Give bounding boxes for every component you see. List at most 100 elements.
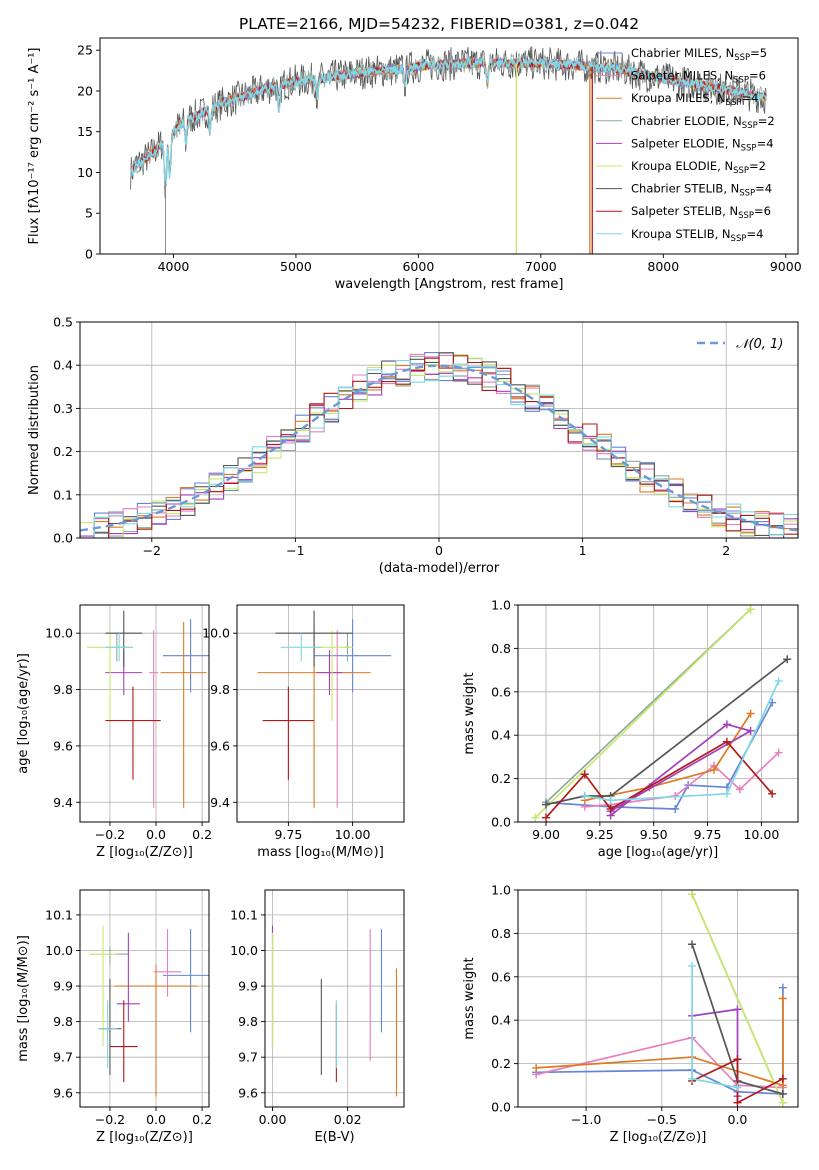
error-bar-point [153, 929, 182, 997]
x-tick-label: 9.25 [586, 827, 614, 842]
panel-spectrum: 4000 5000 6000 7000 8000 9000 0 5 10 15 20 25 wavele… [27, 37, 802, 292]
data-point-marker [531, 813, 540, 822]
error-bar-point [109, 1000, 138, 1083]
data-point-marker [778, 994, 787, 1003]
figure-title: PLATE=2166, MJD=54232, FIBERID=0381, z=0… [239, 15, 639, 33]
panel-mass-weight-vs-z: −1.0 −0.5 0.0 0.0 0.2 0.4 0.6 0.8 1.0 Z [log₁₀(Z/… [462, 883, 799, 1145]
data-point-marker [542, 800, 550, 809]
error-bar-point [149, 630, 159, 808]
data-point-marker [733, 1098, 742, 1107]
data-point-marker [722, 720, 731, 729]
x-tick-label: −0.2 [95, 827, 125, 842]
data-point-marker [778, 1098, 787, 1107]
mass-weight-series [691, 893, 784, 1104]
y-tick-label: 0.4 [491, 728, 511, 743]
y-tick-label: 10.0 [45, 943, 73, 958]
data-point-marker [606, 796, 615, 805]
x-tick-label: 0.2 [192, 1112, 212, 1127]
x-axis-label: mass [log₁₀(M/M⊙)] [257, 845, 384, 860]
y-tick-label: 0.8 [491, 926, 511, 941]
mass-weight-series [545, 658, 788, 806]
error-bar-point [105, 610, 143, 667]
plot-area [89, 925, 209, 1097]
y-tick-label: 0.0 [491, 815, 511, 830]
axes-frame [236, 604, 405, 823]
data-point-marker [532, 1063, 541, 1072]
y-tick-label: 0.2 [491, 1056, 511, 1071]
legend-label: 𝒩(0, 1) [736, 337, 783, 352]
y-tick-label: 9.4 [210, 795, 230, 810]
legend-label: Kroupa STELIB, NSSP=4 [631, 227, 763, 244]
axes-frame [79, 604, 210, 823]
x-tick-label: 0.02 [334, 1112, 362, 1127]
y-tick-label: 10.1 [230, 907, 258, 922]
axes-frame [517, 604, 799, 823]
x-tick-label: 10.00 [335, 827, 371, 842]
x-tick-label: −0.2 [95, 1112, 125, 1127]
x-axis-label: Z [log₁₀(Z/Z⊙)] [610, 1130, 707, 1145]
x-tick-label: 9.50 [640, 827, 668, 842]
data-point-marker [774, 676, 783, 685]
x-tick-label: 2 [722, 543, 730, 558]
data-point-marker [746, 709, 755, 718]
data-point-marker [778, 1089, 787, 1098]
error-bar-point [89, 925, 117, 1047]
legend-label: Chabrier STELIB, NSSP=4 [631, 182, 772, 199]
data-point-marker [778, 1074, 787, 1083]
legend: Chabrier MILES, NSSP=5 Salpeter MILES, NS… [596, 46, 775, 244]
data-point-marker [580, 791, 589, 800]
mass-weight-series [610, 723, 753, 817]
y-tick-label: 0.5 [53, 315, 73, 330]
x-tick-label: 1 [579, 543, 587, 558]
data-point-marker [688, 890, 697, 899]
legend-label: Kroupa MILES, NSSP=4 [631, 91, 758, 108]
x-tick-label: 5000 [280, 259, 312, 274]
y-tick-label: 9.6 [238, 1085, 258, 1100]
mass-weight-series [534, 608, 752, 819]
x-tick-label: 9.75 [274, 827, 302, 842]
plot-area [80, 352, 798, 538]
legend-label: Chabrier ELODIE, NSSP=2 [631, 114, 775, 131]
y-tick-label: 9.6 [53, 738, 73, 753]
spectrum-line [129, 56, 767, 186]
error-bar-point [280, 633, 322, 662]
x-axis-label: E(B-V) [314, 1130, 354, 1145]
error-bar-point [98, 1000, 117, 1068]
data-point-marker [710, 765, 718, 774]
plot-area [129, 46, 767, 254]
y-axis-label: Flux [fλ10⁻¹⁷ erg cm⁻² s⁻¹ A⁻¹] [27, 48, 42, 245]
plot-area [86, 610, 209, 808]
panel-mass-vs-z: −0.2 0.0 0.2 9.6 9.7 9.8 9.9 10.0 10.1 Z [log₁₀(Z… [16, 889, 212, 1145]
y-tick-label: 10.0 [202, 626, 230, 641]
panel-residuals: −2 −1 0 1 2 0.0 0.1 0.2 0.3 0.4 0.5 (data-model)/er… [27, 315, 799, 576]
data-point-marker [746, 605, 755, 614]
y-axis-label: Normed distribution [27, 365, 42, 495]
axes-frame [79, 889, 210, 1108]
error-bar-point [160, 621, 207, 808]
legend-label: Salpeter MILES, NSSP=6 [631, 69, 766, 86]
panel-age-vs-mass: 9.75 10.00 9.4 9.6 9.8 10.0 mass [log₁₀(M/M⊙)] [202, 604, 405, 860]
x-axis-label: age [log₁₀(age/yr)] [598, 845, 719, 860]
y-tick-label: 10.0 [230, 943, 258, 958]
y-tick-label: 1.0 [491, 883, 511, 898]
legend-label: Kroupa ELODIE, NSSP=2 [631, 159, 766, 176]
x-tick-label: 7000 [525, 259, 557, 274]
data-point-marker [580, 770, 589, 779]
panel-age-vs-z: −0.2 0.0 0.2 9.4 9.6 9.8 10.0 Z [log₁₀(Z/Z⊙)] ag… [16, 604, 212, 860]
x-tick-label: 10.00 [743, 827, 779, 842]
x-tick-label: 9.00 [532, 827, 560, 842]
x-tick-label: 0.0 [146, 1112, 166, 1127]
plot-area [257, 610, 392, 808]
x-tick-label: 0.2 [192, 827, 212, 842]
y-tick-label: 0.2 [491, 771, 511, 786]
mass-weight-series [584, 680, 780, 802]
x-tick-label: 0.00 [259, 1112, 287, 1127]
x-tick-label: 8000 [647, 259, 679, 274]
y-tick-label: 20 [77, 83, 93, 98]
x-tick-label: 0 [435, 543, 443, 558]
y-tick-label: 9.8 [210, 682, 230, 697]
y-tick-label: 0.2 [53, 444, 73, 459]
x-tick-label: −1 [286, 543, 304, 558]
data-point-marker [774, 748, 783, 757]
